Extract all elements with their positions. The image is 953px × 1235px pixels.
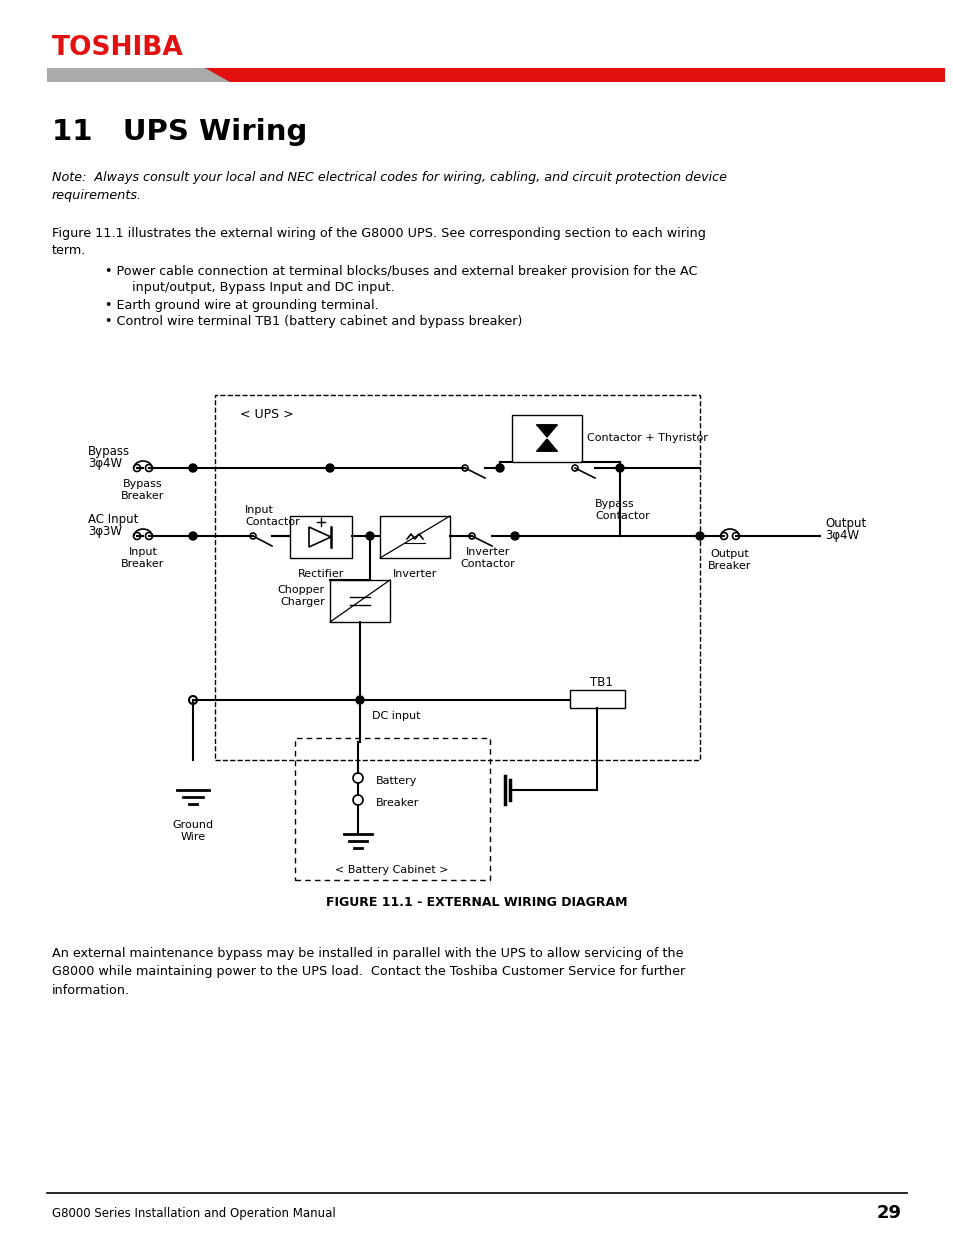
Text: Ground: Ground (172, 820, 213, 830)
Text: Breaker: Breaker (375, 798, 419, 808)
Text: < UPS >: < UPS > (240, 409, 294, 421)
Bar (294, 739, 490, 881)
Text: Bypass: Bypass (595, 499, 634, 509)
Text: Wire: Wire (180, 832, 205, 842)
Circle shape (496, 464, 503, 472)
Text: 29: 29 (876, 1204, 901, 1221)
Text: Battery: Battery (375, 776, 416, 785)
Circle shape (511, 532, 518, 540)
Polygon shape (537, 425, 557, 437)
Text: FIGURE 11.1 - EXTERNAL WIRING DIAGRAM: FIGURE 11.1 - EXTERNAL WIRING DIAGRAM (326, 897, 627, 909)
Text: TOSHIBA: TOSHIBA (52, 35, 184, 61)
Text: Chopper: Chopper (277, 585, 325, 595)
Text: input/output, Bypass Input and DC input.: input/output, Bypass Input and DC input. (120, 282, 395, 294)
Circle shape (696, 532, 703, 540)
Text: term.: term. (52, 245, 87, 258)
Bar (512, 415, 581, 462)
Text: Figure 11.1 illustrates the external wiring of the G8000 UPS. See corresponding : Figure 11.1 illustrates the external wir… (52, 226, 705, 240)
Text: Note:  Always consult your local and NEC electrical codes for wiring, cabling, a: Note: Always consult your local and NEC … (52, 172, 726, 184)
Text: requirements.: requirements. (52, 189, 142, 203)
Text: AC Input: AC Input (88, 514, 138, 526)
Polygon shape (205, 68, 944, 82)
Text: • Earth ground wire at grounding terminal.: • Earth ground wire at grounding termina… (105, 299, 378, 311)
Bar (379, 516, 450, 558)
Text: Input: Input (245, 505, 274, 515)
Bar (569, 690, 624, 708)
Text: DC input: DC input (372, 711, 420, 721)
Text: G8000 while maintaining power to the UPS load.  Contact the Toshiba Customer Ser: G8000 while maintaining power to the UPS… (52, 966, 684, 978)
Circle shape (326, 464, 334, 472)
Text: Breaker: Breaker (121, 492, 165, 501)
Polygon shape (537, 438, 557, 451)
Text: Breaker: Breaker (707, 561, 751, 571)
Circle shape (355, 697, 364, 704)
Text: Breaker: Breaker (121, 559, 165, 569)
Text: 3φ3W: 3φ3W (88, 526, 122, 538)
Text: Inverter: Inverter (393, 569, 436, 579)
Text: Contactor: Contactor (595, 511, 649, 521)
Polygon shape (47, 68, 234, 82)
Text: < Battery Cabinet >: < Battery Cabinet > (335, 864, 448, 876)
Text: 11   UPS Wiring: 11 UPS Wiring (52, 119, 307, 146)
Text: • Power cable connection at terminal blocks/buses and external breaker provision: • Power cable connection at terminal blo… (105, 266, 697, 279)
Text: 3φ4W: 3φ4W (88, 457, 122, 471)
Text: information.: information. (52, 983, 130, 997)
Circle shape (366, 532, 374, 540)
Text: TB1: TB1 (589, 676, 612, 688)
Text: Bypass: Bypass (123, 479, 163, 489)
Text: 3φ4W: 3φ4W (824, 530, 859, 542)
Text: Inverter: Inverter (465, 547, 510, 557)
Text: Rectifier: Rectifier (297, 569, 344, 579)
Bar (330, 580, 390, 622)
Bar (214, 395, 700, 760)
Text: Charger: Charger (280, 597, 325, 606)
Text: Contactor + Thyristor: Contactor + Thyristor (586, 433, 707, 443)
Bar (290, 516, 352, 558)
Text: Input: Input (129, 547, 157, 557)
Text: • Control wire terminal TB1 (battery cabinet and bypass breaker): • Control wire terminal TB1 (battery cab… (105, 315, 522, 327)
Text: Contactor: Contactor (460, 559, 515, 569)
Text: Output: Output (824, 517, 865, 531)
Text: Bypass: Bypass (88, 446, 130, 458)
Text: G8000 Series Installation and Operation Manual: G8000 Series Installation and Operation … (52, 1207, 335, 1219)
Text: Output: Output (710, 550, 749, 559)
Text: An external maintenance bypass may be installed in parallel with the UPS to allo: An external maintenance bypass may be in… (52, 947, 682, 961)
Circle shape (616, 464, 623, 472)
Text: Contactor: Contactor (245, 517, 299, 527)
Circle shape (189, 464, 196, 472)
Circle shape (189, 532, 196, 540)
